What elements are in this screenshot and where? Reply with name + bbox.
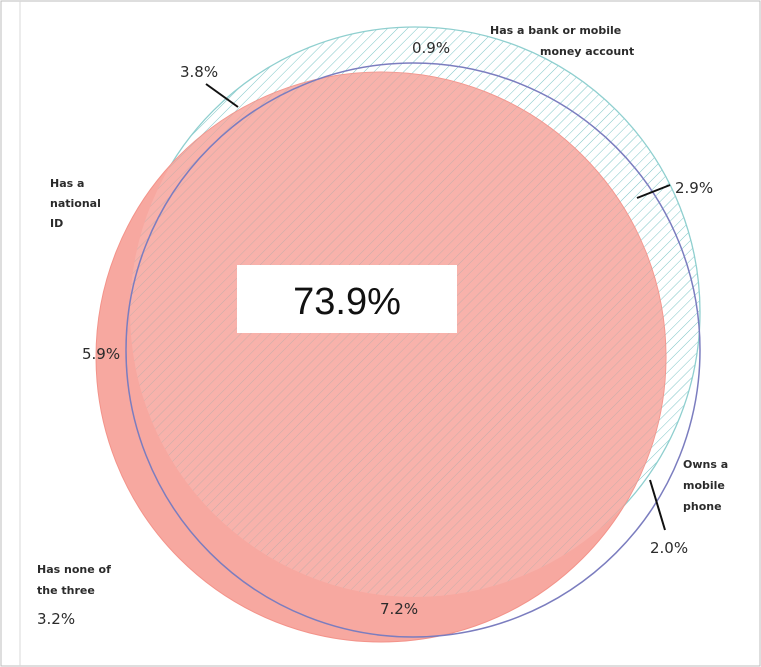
mobile-phone-label: Owns a mobile phone	[683, 458, 732, 513]
bank-account-label: Has a bank or mobile money account	[490, 24, 634, 58]
center-value-box: 73.9%	[237, 265, 457, 333]
value-none: 3.2%	[37, 610, 75, 628]
value-top-left: 3.8%	[180, 63, 218, 81]
national-id-label: Has a national ID	[50, 177, 105, 230]
leader-line-bottom-right	[649, 479, 666, 531]
leader-line-right	[636, 184, 671, 199]
mobile-phone-circle	[125, 62, 701, 638]
value-right: 2.9%	[675, 179, 713, 197]
value-bottom-right: 2.0%	[650, 539, 688, 557]
none-of-three-label: Has none of the three	[37, 563, 115, 597]
value-bottom: 7.2%	[380, 600, 418, 618]
center-value: 73.9%	[293, 281, 401, 323]
value-left: 5.9%	[82, 345, 120, 363]
value-bank-only: 0.9%	[412, 39, 450, 57]
leader-line-top-left	[205, 83, 239, 108]
